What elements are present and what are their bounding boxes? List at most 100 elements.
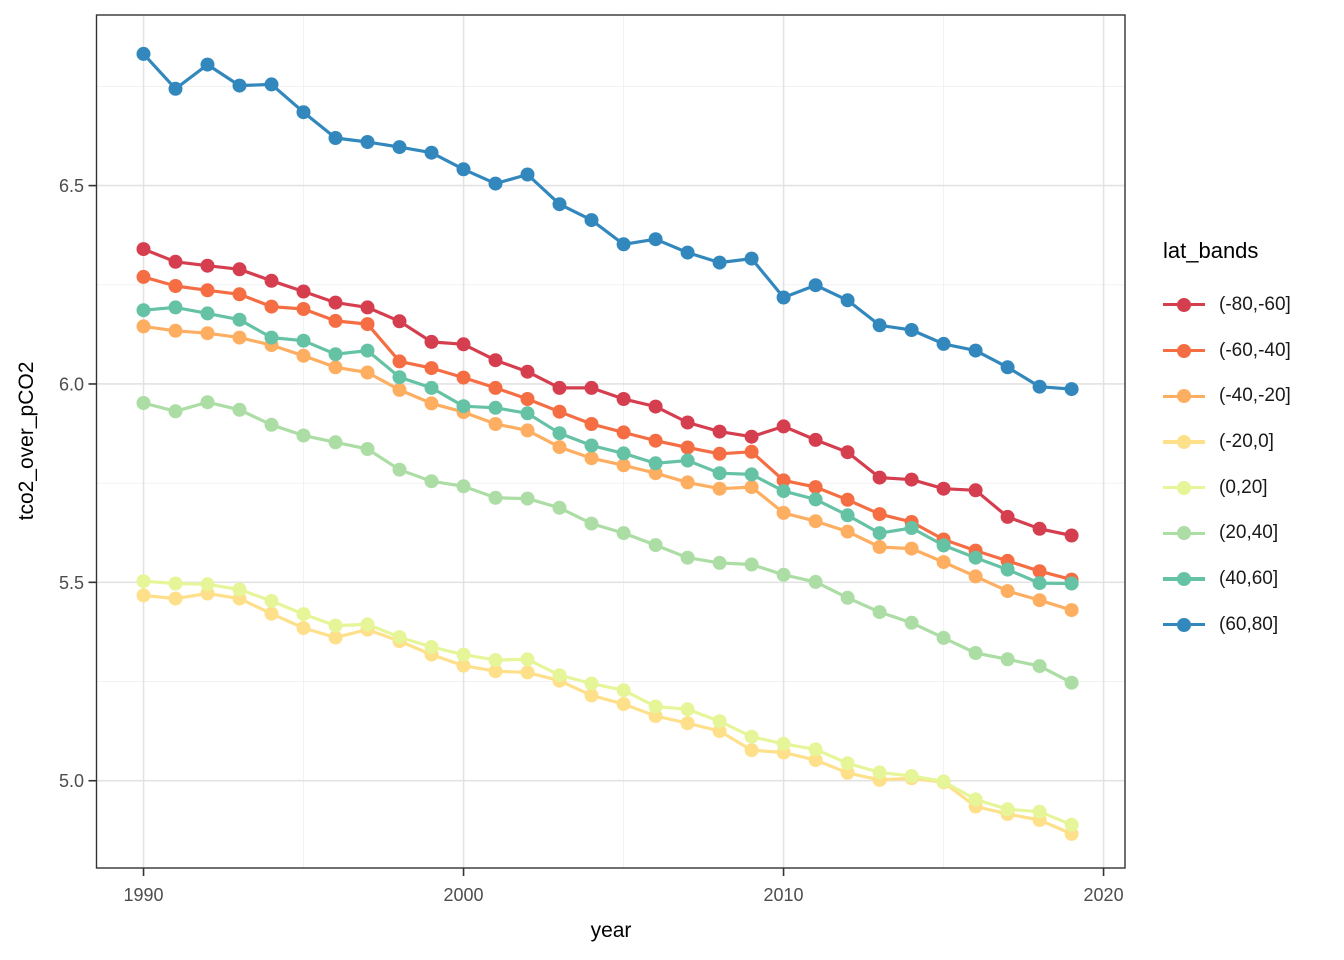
data-point-(-40,-20]	[776, 505, 791, 520]
data-point-(60,80]	[616, 237, 631, 252]
data-point-(60,80]	[712, 255, 727, 270]
legend-key-icon	[1163, 297, 1205, 313]
data-point-(-60,-40]	[552, 404, 567, 419]
data-point-(-80,-60]	[264, 273, 279, 288]
data-point-(60,80]	[648, 232, 663, 247]
legend-key-dot	[1177, 434, 1191, 449]
legend-key-dot	[1177, 617, 1191, 632]
data-point-(0,20]	[904, 769, 919, 783]
data-point-(0,20]	[328, 618, 343, 633]
data-point-(-40,-20]	[712, 481, 727, 496]
data-point-(-80,-60]	[872, 470, 887, 485]
data-point-(20,40]	[392, 462, 407, 477]
data-point-(0,20]	[648, 699, 663, 714]
data-point-(-60,-40]	[392, 354, 407, 369]
legend-title: lat_bands	[1163, 238, 1259, 263]
legend-key-dot	[1177, 389, 1191, 404]
data-point-(60,80]	[744, 251, 759, 266]
data-point-(20,40]	[328, 435, 343, 450]
data-point-(20,40]	[840, 590, 855, 605]
data-point-(-80,-60]	[488, 353, 503, 368]
legend-key-icon	[1163, 525, 1205, 541]
data-point-(20,40]	[200, 395, 215, 410]
legend: lat_bands (-80,-60] (-60,-40] (-40,-20] (-2…	[1163, 234, 1343, 648]
data-point-(-20,0]	[488, 664, 503, 679]
data-point-(20,40]	[680, 550, 695, 565]
data-point-(60,80]	[872, 318, 887, 333]
data-point-(0,20]	[744, 729, 759, 744]
data-point-(-80,-60]	[968, 483, 983, 498]
data-point-(-40,-20]	[552, 440, 567, 455]
data-point-(-60,-40]	[328, 313, 343, 328]
data-point-(20,40]	[968, 646, 983, 660]
data-point-(-40,-20]	[936, 555, 951, 570]
data-point-(60,80]	[1000, 360, 1015, 375]
data-point-(40,60]	[296, 333, 311, 348]
data-point-(40,60]	[1064, 576, 1079, 591]
legend-item-label: (60,80]	[1219, 613, 1279, 635]
data-point-(40,60]	[648, 456, 663, 471]
data-point-(60,80]	[392, 140, 407, 155]
data-point-(40,60]	[680, 453, 695, 468]
data-point-(0,20]	[200, 577, 215, 592]
data-point-(40,60]	[360, 343, 375, 358]
data-point-(20,40]	[616, 526, 631, 541]
data-point-(20,40]	[744, 557, 759, 572]
data-point-(0,20]	[840, 756, 855, 771]
data-point-(-40,-20]	[968, 569, 983, 584]
data-point-(20,40]	[232, 402, 247, 417]
data-point-(0,20]	[1064, 817, 1079, 832]
data-point-(-60,-40]	[232, 287, 247, 302]
data-point-(-60,-40]	[776, 473, 791, 488]
data-point-(60,80]	[904, 323, 919, 337]
data-point-(60,80]	[776, 290, 791, 305]
data-point-(60,80]	[456, 162, 471, 177]
data-point-(60,80]	[840, 293, 855, 308]
data-point-(-60,-40]	[424, 361, 439, 376]
data-point-(0,20]	[968, 792, 983, 807]
data-point-(-80,-60]	[360, 300, 375, 315]
data-point-(40,60]	[584, 438, 599, 453]
data-point-(-60,-40]	[456, 370, 471, 385]
data-point-(0,20]	[360, 617, 375, 632]
data-point-(20,40]	[488, 490, 503, 505]
data-point-(-40,-20]	[424, 396, 439, 411]
data-point-(40,60]	[232, 312, 247, 327]
data-point-(-60,-40]	[136, 269, 151, 284]
data-point-(0,20]	[456, 647, 471, 662]
data-point-(20,40]	[360, 442, 375, 456]
data-point-(-60,-40]	[168, 279, 183, 293]
data-point-(-40,-20]	[648, 466, 663, 481]
data-point-(-20,0]	[712, 724, 727, 739]
data-point-(-80,-60]	[168, 254, 183, 269]
data-point-(-40,-20]	[520, 423, 535, 438]
data-point-(-80,-60]	[200, 258, 215, 273]
data-point-(40,60]	[136, 303, 151, 318]
data-point-(60,80]	[200, 57, 215, 72]
data-point-(-20,0]	[328, 630, 343, 645]
data-point-(20,40]	[648, 538, 663, 553]
data-point-(-80,-60]	[1000, 509, 1015, 524]
data-point-(40,60]	[872, 526, 887, 541]
legend-key-dot	[1177, 526, 1191, 541]
data-point-(-60,-40]	[616, 425, 631, 440]
x-axis-title: year	[590, 919, 632, 942]
data-point-(-40,-20]	[616, 458, 631, 473]
data-point-(0,20]	[136, 574, 151, 589]
data-point-(0,20]	[1000, 802, 1015, 817]
data-point-(60,80]	[552, 197, 567, 212]
legend-key-icon	[1163, 480, 1205, 496]
panel-border	[95, 14, 1126, 869]
data-point-(20,40]	[520, 491, 535, 506]
data-point-(-20,0]	[168, 591, 183, 606]
y-tick-label: 5.5	[59, 573, 84, 593]
data-point-(60,80]	[968, 343, 983, 358]
data-point-(-80,-60]	[680, 415, 695, 430]
data-point-(20,40]	[264, 417, 279, 432]
data-point-(60,80]	[328, 131, 343, 145]
data-point-(-60,-40]	[872, 507, 887, 522]
legend-key-dot	[1177, 480, 1191, 495]
x-tick-label: 1990	[124, 885, 164, 905]
